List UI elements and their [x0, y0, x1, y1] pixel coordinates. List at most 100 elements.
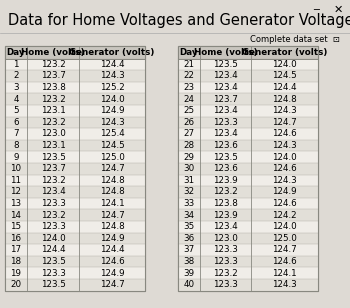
- Text: 21: 21: [183, 60, 195, 69]
- Text: 34: 34: [183, 211, 195, 220]
- Text: 20: 20: [10, 280, 22, 289]
- Bar: [5, 105, 145, 116]
- Text: 123.4: 123.4: [213, 71, 238, 80]
- Text: 124.3: 124.3: [272, 280, 297, 289]
- Text: 123.9: 123.9: [213, 211, 238, 220]
- Text: 124.6: 124.6: [272, 199, 297, 208]
- Text: 124.8: 124.8: [100, 176, 124, 185]
- Bar: [5, 221, 145, 233]
- Text: 123.3: 123.3: [41, 269, 65, 278]
- Text: 124.3: 124.3: [272, 141, 297, 150]
- Text: 123.4: 123.4: [41, 187, 65, 197]
- Text: 17: 17: [10, 245, 22, 254]
- Bar: [178, 46, 318, 290]
- Text: 13: 13: [10, 199, 22, 208]
- Text: 38: 38: [183, 257, 195, 266]
- Text: 23: 23: [183, 83, 195, 92]
- Text: ─: ─: [313, 5, 319, 15]
- Text: 123.5: 123.5: [41, 280, 65, 289]
- Text: Generator (volts): Generator (volts): [69, 48, 155, 57]
- Text: 24: 24: [183, 95, 195, 103]
- Text: 124.8: 124.8: [100, 222, 124, 231]
- Text: 123.3: 123.3: [41, 199, 65, 208]
- Text: 124.7: 124.7: [272, 245, 297, 254]
- Text: 123.7: 123.7: [41, 164, 65, 173]
- Text: 124.6: 124.6: [272, 129, 297, 138]
- Text: 10: 10: [10, 164, 22, 173]
- Bar: [178, 221, 318, 233]
- Text: Day: Day: [7, 48, 25, 57]
- Bar: [5, 116, 145, 128]
- Text: 123.8: 123.8: [213, 199, 238, 208]
- Text: 124.8: 124.8: [272, 95, 297, 103]
- Text: 123.2: 123.2: [41, 211, 65, 220]
- Text: 124.3: 124.3: [272, 176, 297, 185]
- Text: 123.3: 123.3: [213, 257, 238, 266]
- Text: 39: 39: [183, 269, 195, 278]
- Bar: [5, 175, 145, 186]
- Text: Home (volts): Home (volts): [194, 48, 257, 57]
- Text: 1: 1: [13, 60, 19, 69]
- Bar: [178, 116, 318, 128]
- Text: 33: 33: [183, 199, 195, 208]
- Text: 124.7: 124.7: [100, 164, 124, 173]
- Bar: [5, 93, 145, 105]
- Text: 124.1: 124.1: [100, 199, 124, 208]
- Bar: [5, 279, 145, 290]
- Text: 124.3: 124.3: [100, 71, 124, 80]
- Text: 3: 3: [13, 83, 19, 92]
- Text: 124.0: 124.0: [100, 95, 124, 103]
- Text: 123.3: 123.3: [213, 280, 238, 289]
- Text: 123.1: 123.1: [41, 106, 65, 115]
- Text: 25: 25: [183, 106, 195, 115]
- Text: Generator (volts): Generator (volts): [242, 48, 327, 57]
- Text: 123.4: 123.4: [213, 129, 238, 138]
- Text: 125.0: 125.0: [272, 234, 297, 243]
- Text: 124.4: 124.4: [100, 60, 124, 69]
- Text: 28: 28: [183, 141, 195, 150]
- Text: 22: 22: [183, 71, 195, 80]
- Bar: [5, 140, 145, 151]
- Text: 123.5: 123.5: [213, 60, 238, 69]
- Text: Data for Home Voltages and Generator Voltages: Data for Home Voltages and Generator Vol…: [8, 13, 350, 27]
- Bar: [178, 233, 318, 244]
- Text: 29: 29: [183, 152, 195, 162]
- Bar: [178, 186, 318, 198]
- Text: 31: 31: [183, 176, 195, 185]
- Bar: [5, 128, 145, 140]
- Bar: [178, 244, 318, 256]
- Text: 124.2: 124.2: [272, 211, 297, 220]
- Bar: [178, 163, 318, 175]
- Text: 35: 35: [183, 222, 195, 231]
- Text: 124.6: 124.6: [272, 257, 297, 266]
- Text: 124.5: 124.5: [272, 71, 297, 80]
- Bar: [5, 46, 145, 59]
- Text: 123.3: 123.3: [213, 118, 238, 127]
- Bar: [178, 105, 318, 116]
- Text: 124.0: 124.0: [272, 222, 297, 231]
- Text: 40: 40: [183, 280, 195, 289]
- Bar: [178, 279, 318, 290]
- Text: 123.2: 123.2: [41, 118, 65, 127]
- Text: 32: 32: [183, 187, 195, 197]
- Text: 123.1: 123.1: [41, 141, 65, 150]
- Text: 124.3: 124.3: [272, 106, 297, 115]
- Bar: [5, 209, 145, 221]
- Bar: [178, 198, 318, 209]
- Bar: [5, 163, 145, 175]
- Text: 123.5: 123.5: [213, 152, 238, 162]
- Text: 36: 36: [183, 234, 195, 243]
- Text: 123.2: 123.2: [41, 176, 65, 185]
- Text: 123.6: 123.6: [213, 164, 238, 173]
- Text: 16: 16: [10, 234, 21, 243]
- Bar: [178, 151, 318, 163]
- Text: 123.9: 123.9: [213, 176, 238, 185]
- Text: 124.9: 124.9: [272, 187, 297, 197]
- Text: 6: 6: [13, 118, 19, 127]
- Text: 11: 11: [10, 176, 21, 185]
- Bar: [178, 175, 318, 186]
- Text: 123.0: 123.0: [213, 234, 238, 243]
- Text: 124.9: 124.9: [100, 269, 124, 278]
- Text: 7: 7: [13, 129, 19, 138]
- Text: 123.5: 123.5: [41, 257, 65, 266]
